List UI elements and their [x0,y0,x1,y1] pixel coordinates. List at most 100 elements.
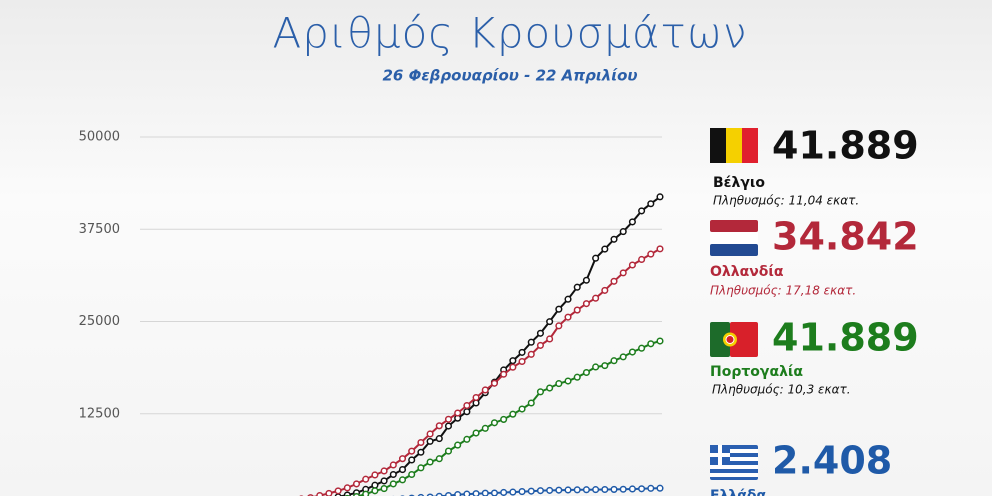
data-point [509,363,517,371]
data-point [656,484,664,492]
data-point [527,338,535,346]
data-point [638,344,646,352]
data-point [398,476,407,484]
data-point [601,286,609,294]
data-point [426,458,434,466]
data-point [500,488,508,496]
data-point [527,350,535,358]
data-point [371,487,379,495]
data-point [619,485,627,493]
data-point [518,357,526,366]
data-point [582,300,590,308]
data-point [536,341,544,349]
data-point [555,322,563,330]
data-point [444,422,453,430]
callout-number: 41.889 [772,316,919,360]
callout-number: 34.842 [772,215,919,259]
data-point [647,250,655,258]
data-point [564,486,572,494]
data-point [619,228,627,236]
data-point [582,368,590,377]
data-point [426,437,434,445]
y-tick-label: 50000 [79,130,120,145]
data-point [408,470,416,479]
y-tick-label: 37500 [79,222,120,237]
data-point [408,447,416,455]
data-point [601,362,609,370]
data-point [509,410,517,418]
data-point [656,193,664,201]
data-point [647,484,655,492]
data-point [472,393,480,402]
data-point [610,485,618,493]
data-point [573,486,581,494]
data-point [463,401,471,410]
y-tick-label: 25000 [79,314,120,329]
callout-number: 41.889 [772,124,919,168]
data-point [610,357,618,365]
callout-population: Πληθυσμός: 11,04 εκατ. [713,194,859,208]
callout-population: Πληθυσμός: 10,3 εκατ. [712,383,851,397]
data-point [582,276,590,284]
chart-subtitle: 26 Φεβρουαρίου - 22 Απριλίου [382,67,637,85]
data-point [463,408,471,416]
data-point [601,245,609,253]
data-point [610,277,618,285]
data-point [500,370,508,378]
chart-title: Αριθμός Κρουσμάτων [273,9,748,58]
data-point [546,318,554,326]
data-point [619,353,627,361]
flag-netherlands [710,220,758,256]
flag-portugal [710,322,758,357]
data-point [518,348,526,356]
data-point [582,486,590,494]
data-point [362,475,370,483]
data-point [573,306,581,314]
data-point [435,435,443,443]
data-point [444,415,453,423]
data-point [380,477,388,485]
data-point [454,441,462,449]
data-point [380,467,388,475]
data-point [527,399,535,407]
data-point [334,487,342,495]
data-point [463,435,471,443]
data-point [546,384,554,392]
data-point [454,491,462,496]
callout-name: Ελλάδα [710,488,767,496]
data-point [417,448,425,456]
data-point [564,295,572,303]
data-point [564,313,572,321]
data-point [592,363,600,371]
data-point [371,471,379,479]
callout-name: Βέλγιο [713,175,765,191]
data-point [518,405,526,413]
data-point [573,283,581,291]
data-point [628,218,636,226]
data-point [343,484,351,492]
data-point [536,388,544,396]
data-point [481,489,489,496]
data-point [426,430,434,438]
data-point [509,488,517,496]
data-point [509,357,517,365]
data-point [628,485,636,493]
data-point [353,493,361,496]
callout-name: Πορτογαλία [710,364,803,380]
data-point [398,466,407,474]
data-point [435,455,443,463]
data-point [490,419,499,427]
data-point [610,235,618,243]
data-point [536,487,544,495]
flag-belgium [710,128,758,163]
data-point [481,386,489,394]
data-point [555,486,563,494]
data-point [472,490,480,496]
data-point [352,480,361,488]
data-point [638,485,646,493]
data-point [628,261,636,269]
data-point [656,337,664,345]
data-point [371,481,379,489]
data-point [463,490,471,496]
data-point [656,245,664,253]
